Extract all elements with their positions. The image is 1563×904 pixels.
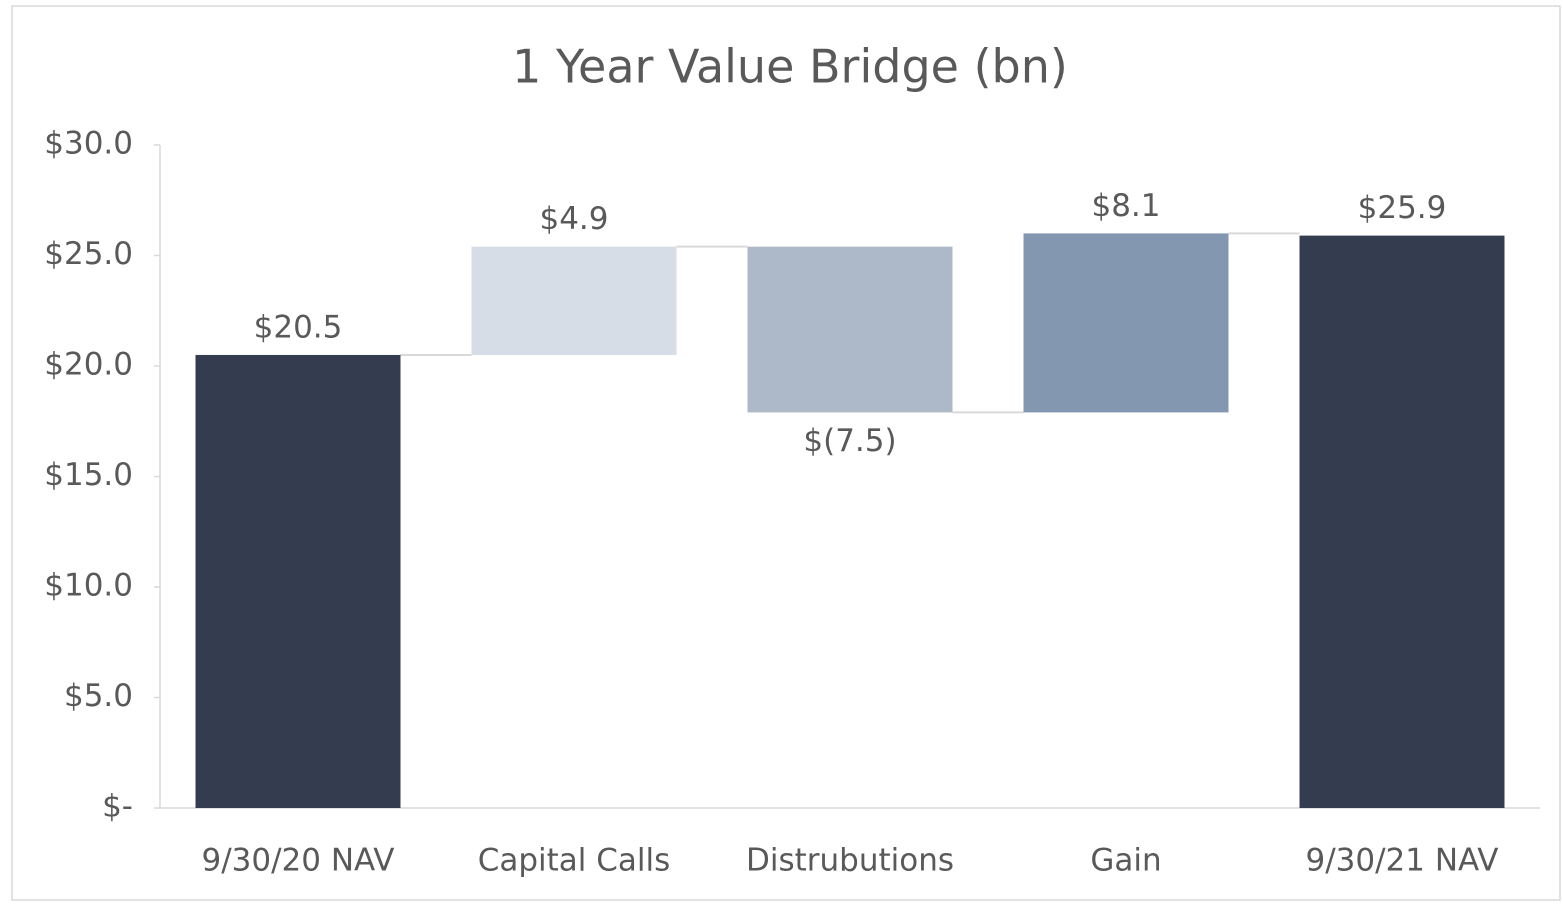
y-tick-label: $- <box>102 789 133 825</box>
y-tick-label: $25.0 <box>44 236 133 272</box>
y-tick-label: $20.0 <box>44 347 133 383</box>
y-tick-label: $15.0 <box>44 457 133 493</box>
data-label: $4.9 <box>539 201 608 237</box>
x-tick-label: 9/30/21 NAV <box>1306 843 1499 879</box>
y-tick-label: $10.0 <box>44 568 133 604</box>
x-tick-label: 9/30/20 NAV <box>202 843 395 879</box>
data-label: $(7.5) <box>803 423 896 459</box>
data-label: $20.5 <box>254 309 343 345</box>
bar <box>1299 235 1505 809</box>
chart-title: 1 Year Value Bridge (bn) <box>512 40 1068 94</box>
x-tick-label: Gain <box>1090 843 1161 879</box>
bar <box>747 246 953 413</box>
bar <box>1023 233 1229 413</box>
x-tick-label: Distrubutions <box>746 843 954 879</box>
y-tick-label: $30.0 <box>44 126 133 162</box>
y-tick-label: $5.0 <box>64 678 133 714</box>
bar <box>471 246 677 355</box>
bar <box>195 354 401 808</box>
x-tick-label: Capital Calls <box>478 843 671 879</box>
data-label: $25.9 <box>1358 190 1447 226</box>
data-label: $8.1 <box>1091 188 1160 224</box>
